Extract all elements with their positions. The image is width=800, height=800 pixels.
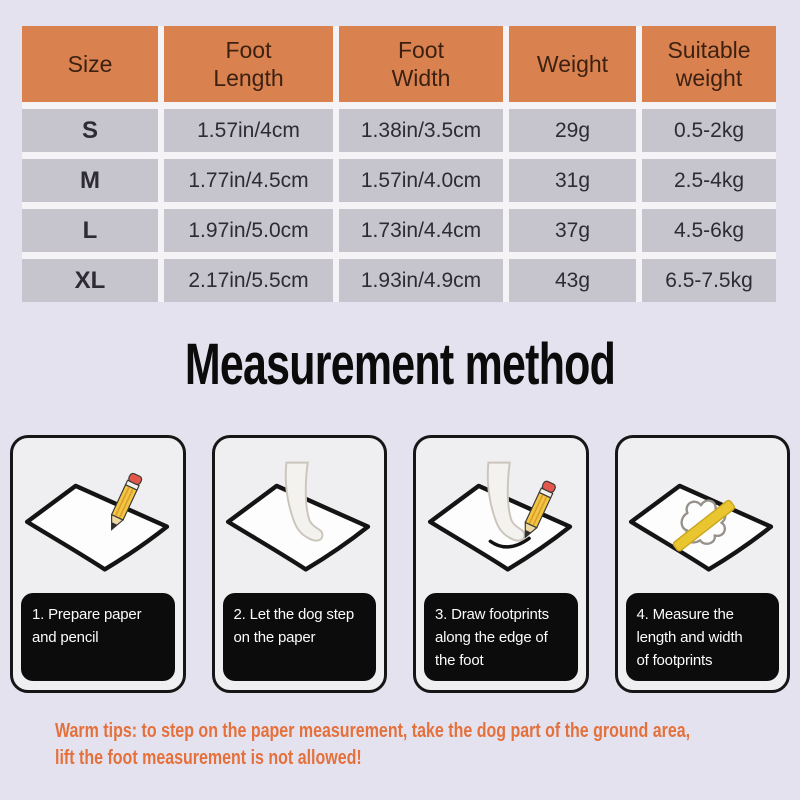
- size-table-cell: 1.73in/4.4cm: [339, 209, 503, 252]
- size-table-cell: 1.97in/5.0cm: [164, 209, 333, 252]
- step-card-1: 1. Prepare paper and pencil: [10, 435, 186, 693]
- paw-on-paper-icon: [216, 461, 382, 583]
- size-table-header-length: Foot Length: [164, 26, 333, 102]
- measurement-steps: 1. Prepare paper and pencil 2. Let the d…: [10, 435, 790, 693]
- size-table-cell: 2.5-4kg: [642, 159, 776, 202]
- step-2-caption: 2. Let the dog step on the paper: [222, 593, 376, 681]
- size-table-header-suitable: Suitable weight: [642, 26, 776, 102]
- draw-around-paw-illustration: [416, 438, 586, 593]
- size-table-cell: 2.17in/5.5cm: [164, 259, 333, 302]
- warm-tips-line-1: Warm tips: to step on the paper measurem…: [55, 720, 691, 742]
- size-table-cell: S: [22, 109, 158, 152]
- size-table-cell: 1.38in/3.5cm: [339, 109, 503, 152]
- size-table-cell: 6.5-7.5kg: [642, 259, 776, 302]
- paper-and-pencil-illustration: [13, 438, 183, 593]
- size-table-cell: XL: [22, 259, 158, 302]
- measure-footprint-illustration: [618, 438, 788, 593]
- size-table-cell: M: [22, 159, 158, 202]
- size-table-cell: 1.77in/4.5cm: [164, 159, 333, 202]
- size-table-cell: 1.93in/4.9cm: [339, 259, 503, 302]
- step-3-caption: 3. Draw footprints along the edge of the…: [424, 593, 578, 681]
- size-table-header-weight: Weight: [509, 26, 636, 102]
- step-1-caption: 1. Prepare paper and pencil: [21, 593, 175, 681]
- size-table-cell: 37g: [509, 209, 636, 252]
- size-table-cell: 29g: [509, 109, 636, 152]
- draw-footprint-icon: [418, 461, 584, 583]
- step-card-4: 4. Measure the length and width of footp…: [614, 435, 790, 693]
- step-card-3: 3. Draw footprints along the edge of the…: [413, 435, 589, 693]
- size-table-cell: L: [22, 209, 158, 252]
- size-table-cell: 4.5-6kg: [642, 209, 776, 252]
- footprint-ruler-icon: [619, 449, 785, 583]
- size-table-cell: 1.57in/4cm: [164, 109, 333, 152]
- step-card-2: 2. Let the dog step on the paper: [211, 435, 387, 693]
- warm-tips: Warm tips: to step on the paper measurem…: [55, 718, 690, 772]
- measurement-method-title: Measurement method: [184, 332, 616, 397]
- dog-paw-on-paper-illustration: [215, 438, 385, 593]
- step-4-caption: 4. Measure the length and width of footp…: [625, 593, 779, 681]
- size-table-cell: 43g: [509, 259, 636, 302]
- paper-pencil-icon: [15, 471, 181, 583]
- warm-tips-line-2: lift the foot measurement is not allowed…: [55, 747, 362, 769]
- size-table-cell: 31g: [509, 159, 636, 202]
- size-table-header-width: Foot Width: [339, 26, 503, 102]
- size-table-header-size: Size: [22, 26, 158, 102]
- size-table-cell: 1.57in/4.0cm: [339, 159, 503, 202]
- size-table-cell: 0.5-2kg: [642, 109, 776, 152]
- size-table: Size Foot Length Foot Width Weight Suita…: [22, 26, 776, 302]
